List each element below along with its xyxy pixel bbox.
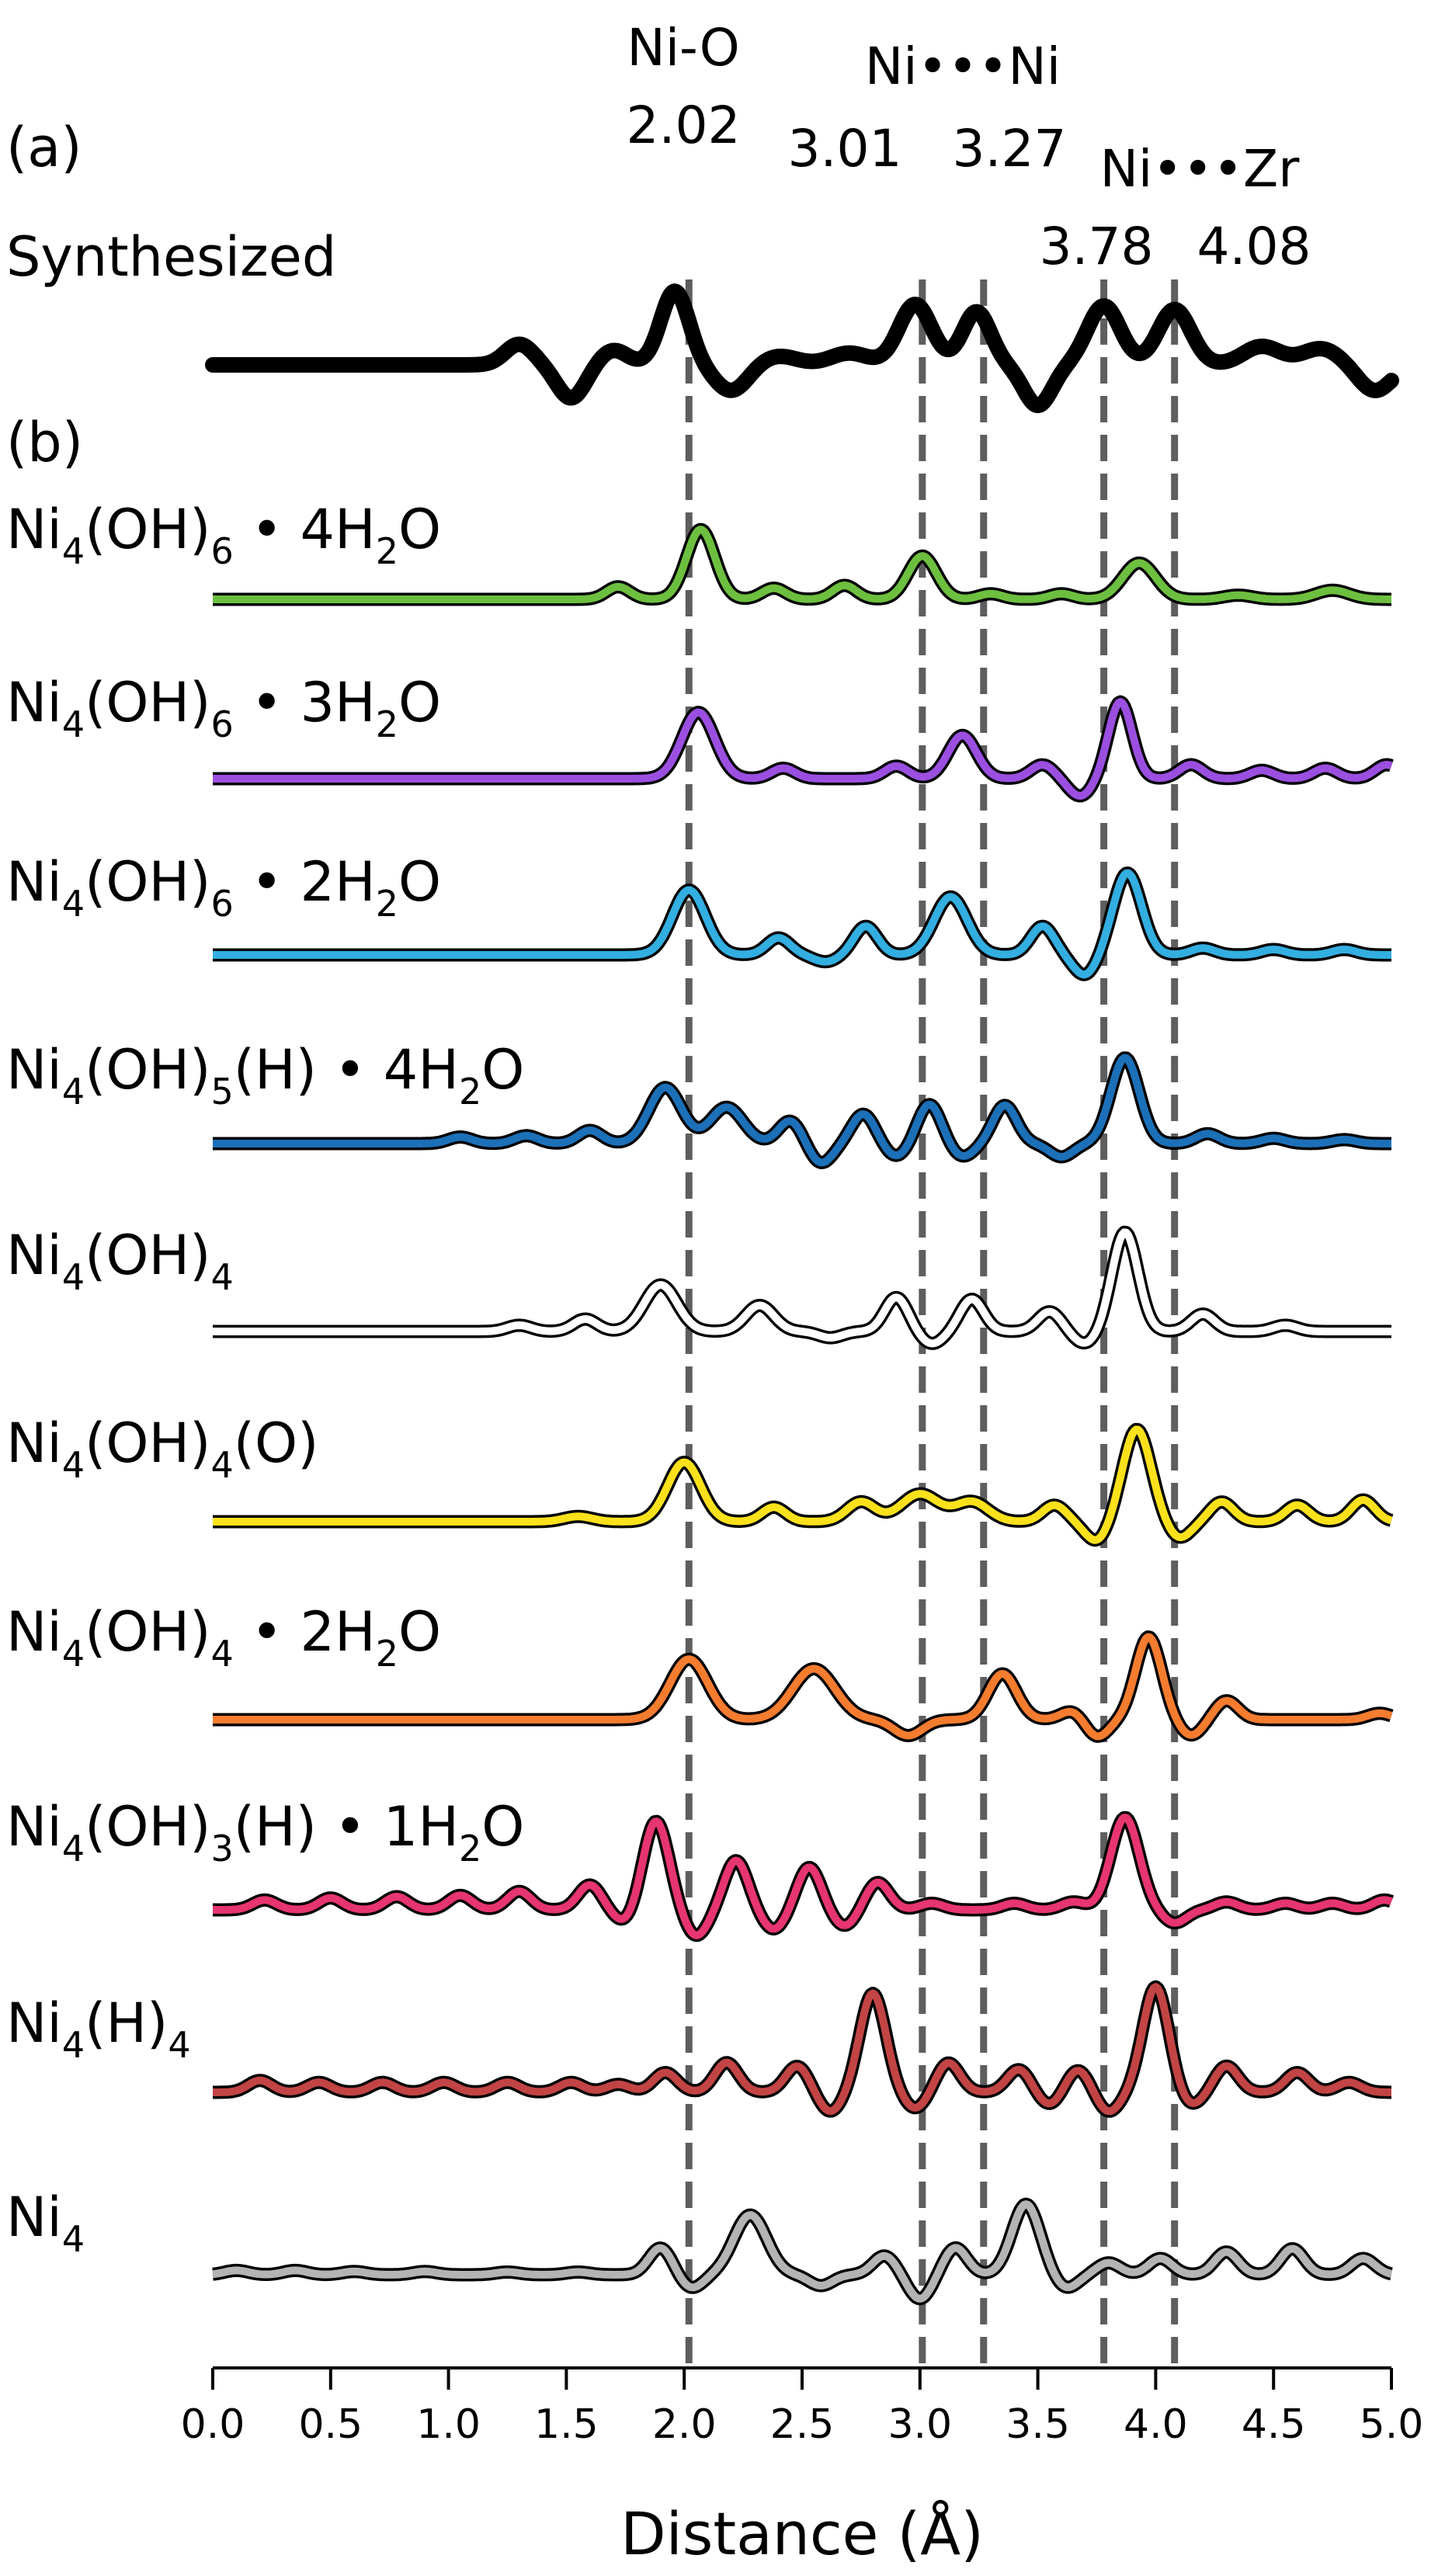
ref-value-label: 3.01 (788, 119, 902, 179)
x-axis-label: Distance (Å) (620, 2499, 984, 2568)
x-tick-label: 5.0 (1360, 2401, 1424, 2448)
series-labels: Synthesized Ni4(OH)6 • 4H2O Ni4(OH)6 • 3H2… (6, 225, 524, 2260)
series-label-s10: Ni4 (6, 2185, 85, 2260)
x-tick-label: 4.0 (1124, 2401, 1188, 2448)
series-line-s3 (208, 866, 1396, 981)
series-label-s9: Ni4(H)4 (6, 1991, 191, 2066)
series-line-s5 (208, 1225, 1396, 1350)
series-label-synth: Synthesized (6, 225, 336, 289)
x-tick-label: 0.5 (298, 2401, 363, 2448)
series-label-s7: Ni4(OH)4 • 2H2O (6, 1600, 441, 1675)
ni-o-group-label: Ni-O (627, 18, 739, 78)
reference-labels: Ni-O 2.02 Ni•••Ni 3.01 3.27 Ni•••Zr 3.78… (627, 18, 1311, 276)
ref-value-label: 3.78 (1040, 217, 1154, 276)
series-label-s4: Ni4(OH)5(H) • 4H2O (6, 1038, 524, 1113)
traces (205, 283, 1399, 2306)
ni-zr-group-label: Ni•••Zr (1100, 139, 1301, 199)
x-tick-label: 3.0 (887, 2401, 952, 2448)
series-line-synth (205, 283, 1399, 414)
series-label-s5: Ni4(OH)4 (6, 1224, 234, 1298)
series-label-s8: Ni4(OH)3(H) • 1H2O (6, 1795, 524, 1870)
series-line-s9 (208, 1980, 1396, 2118)
series-label-s3: Ni4(OH)6 • 2H2O (6, 850, 441, 925)
x-axis: 0.0 0.5 1.0 1.5 2.0 2.5 3.0 3.5 4.0 4.5 5.0 (181, 2366, 1424, 2448)
x-tick-label: 1.5 (534, 2401, 599, 2448)
ni-ni-group-label: Ni•••Ni (865, 36, 1061, 96)
x-tick-label: 0.0 (181, 2401, 245, 2448)
x-tick-label: 3.5 (1006, 2401, 1070, 2448)
series-line-s2 (208, 695, 1396, 803)
panel-label-a: (a) (6, 116, 82, 179)
series-line-s7 (208, 1630, 1396, 1743)
series-line-s1 (208, 522, 1396, 606)
series-line-s4 (208, 1051, 1396, 1169)
x-tick-label: 2.0 (652, 2401, 717, 2448)
series-label-s2: Ni4(OH)6 • 3H2O (6, 671, 441, 745)
x-tick-label: 1.0 (416, 2401, 481, 2448)
ref-value-label: 4.08 (1197, 217, 1311, 276)
x-tick-label: 4.5 (1242, 2401, 1306, 2448)
series-line-s6 (208, 1422, 1396, 1547)
series-line-s8 (208, 1810, 1396, 1942)
ref-value-label: 3.27 (953, 119, 1067, 179)
panel-label-b: (b) (6, 411, 83, 474)
ref-value-label: 2.02 (627, 95, 741, 155)
x-tick-label: 2.5 (770, 2401, 835, 2448)
series-label-s1: Ni4(OH)6 • 4H2O (6, 498, 441, 572)
series-label-s6: Ni4(OH)4(O) (6, 1411, 318, 1486)
series-line-s10 (208, 2197, 1396, 2306)
